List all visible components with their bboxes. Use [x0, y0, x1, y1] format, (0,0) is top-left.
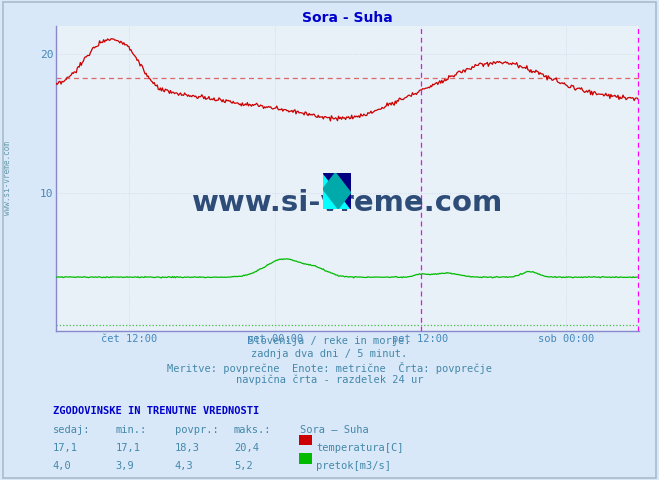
Text: maks.:: maks.: [234, 425, 272, 435]
Text: min.:: min.: [115, 425, 146, 435]
Text: Sora – Suha: Sora – Suha [300, 425, 368, 435]
Text: 17,1: 17,1 [115, 443, 140, 453]
Text: sedaj:: sedaj: [53, 425, 90, 435]
Text: www.si-vreme.com: www.si-vreme.com [3, 141, 13, 215]
Text: 4,3: 4,3 [175, 461, 193, 471]
Polygon shape [323, 173, 351, 209]
Title: Sora - Suha: Sora - Suha [302, 11, 393, 25]
Text: 17,1: 17,1 [53, 443, 78, 453]
Text: Meritve: povprečne  Enote: metrične  Črta: povprečje: Meritve: povprečne Enote: metrične Črta:… [167, 362, 492, 374]
Polygon shape [323, 173, 351, 209]
Text: www.si-vreme.com: www.si-vreme.com [192, 189, 503, 217]
Text: pretok[m3/s]: pretok[m3/s] [316, 461, 391, 471]
Text: temperatura[C]: temperatura[C] [316, 443, 404, 453]
Text: Slovenija / reke in morje.: Slovenija / reke in morje. [248, 336, 411, 346]
Text: zadnja dva dni / 5 minut.: zadnja dva dni / 5 minut. [251, 349, 408, 359]
Text: 4,0: 4,0 [53, 461, 71, 471]
Text: povpr.:: povpr.: [175, 425, 218, 435]
Text: 20,4: 20,4 [234, 443, 259, 453]
Text: 18,3: 18,3 [175, 443, 200, 453]
Text: ZGODOVINSKE IN TRENUTNE VREDNOSTI: ZGODOVINSKE IN TRENUTNE VREDNOSTI [53, 406, 259, 416]
Text: navpična črta - razdelek 24 ur: navpična črta - razdelek 24 ur [236, 375, 423, 385]
Text: 3,9: 3,9 [115, 461, 134, 471]
Polygon shape [323, 173, 351, 209]
Text: 5,2: 5,2 [234, 461, 252, 471]
